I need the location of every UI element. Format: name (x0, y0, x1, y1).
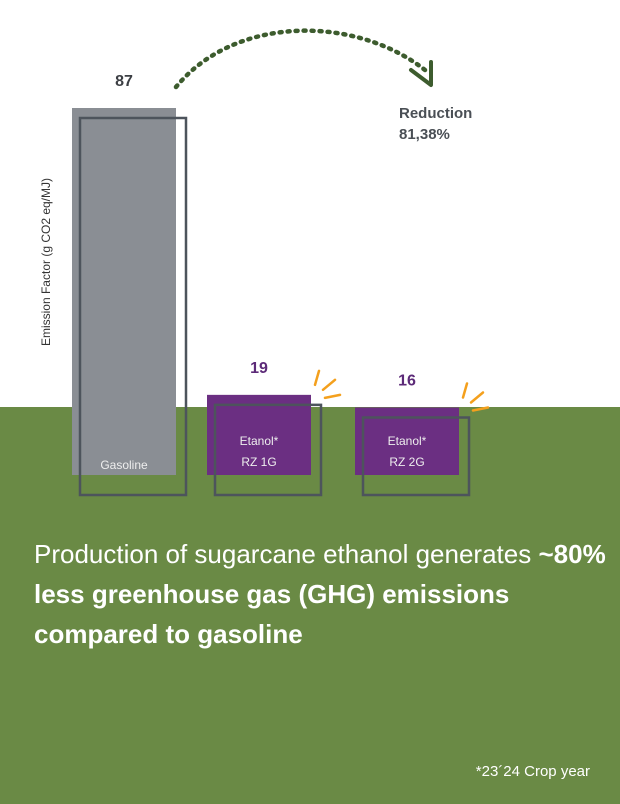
headline: Production of sugarcane ethanol generate… (34, 534, 609, 654)
bar-1 (72, 108, 176, 475)
spark-2-1 (461, 382, 469, 399)
footnote: *23´24 Crop year (475, 763, 590, 780)
bar-2 (207, 394, 311, 475)
y-axis-label: Emission Factor (g CO2 eq/MJ) (39, 177, 53, 347)
headline-light: Production of sugarcane ethanol generate… (34, 539, 539, 569)
category-label-1-1: Gasoline (100, 458, 148, 472)
reduction-arrowhead (409, 60, 433, 87)
reduction-arrow (173, 28, 428, 90)
spark-2-2 (469, 391, 485, 404)
value-label-2: 19 (250, 360, 268, 377)
spark-1-2 (321, 378, 337, 392)
reduction-title: Reduction (399, 105, 473, 122)
bar-outline-2 (213, 403, 323, 497)
category-label-2-2: RZ 1G (241, 455, 276, 469)
reduction-value: 81,38% (399, 126, 450, 143)
category-label-3-1: Etanol* (388, 434, 427, 448)
spark-1-1 (313, 369, 321, 387)
value-label-3: 16 (398, 373, 416, 390)
category-label-2-1: Etanol* (240, 434, 279, 448)
spark-2-3 (471, 406, 490, 412)
headline-bold: ~80% less greenhouse gas (GHG) emissions… (34, 539, 606, 649)
category-label-3-2: RZ 2G (389, 455, 424, 469)
emission-bar-chart: 87 Gasoline 19 Etanol* RZ 1G 16 Etanol* RZ 2G (72, 28, 490, 497)
reduction-annotation: Reduction 81,38% (399, 103, 472, 145)
bar-outline-1 (78, 116, 188, 497)
spark-1-3 (323, 393, 342, 400)
bar-outline-3 (361, 416, 471, 497)
value-label-1: 87 (115, 73, 133, 90)
